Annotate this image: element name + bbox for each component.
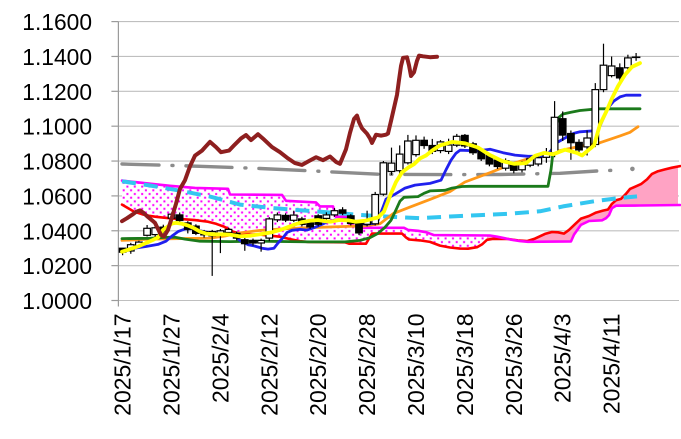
svg-text:1.0400: 1.0400 <box>22 218 92 244</box>
svg-text:1.1200: 1.1200 <box>22 79 92 105</box>
svg-text:1.0200: 1.0200 <box>22 253 92 279</box>
svg-text:2025/2/4: 2025/2/4 <box>207 313 233 403</box>
svg-text:2025/1/27: 2025/1/27 <box>159 314 185 416</box>
svg-text:1.1000: 1.1000 <box>22 114 92 140</box>
svg-text:2025/3/26: 2025/3/26 <box>501 314 527 416</box>
svg-text:1.0600: 1.0600 <box>22 183 92 209</box>
svg-text:2025/1/17: 2025/1/17 <box>110 314 136 416</box>
svg-text:2025/3/18: 2025/3/18 <box>452 314 478 416</box>
svg-text:1.0800: 1.0800 <box>22 149 92 175</box>
svg-text:2025/2/28: 2025/2/28 <box>354 314 380 416</box>
svg-text:2025/3/10: 2025/3/10 <box>403 314 429 416</box>
svg-text:2025/2/20: 2025/2/20 <box>305 314 331 416</box>
svg-text:2025/4/3: 2025/4/3 <box>550 314 576 404</box>
svg-text:1.0000: 1.0000 <box>22 288 92 314</box>
svg-text:1.1600: 1.1600 <box>22 9 92 35</box>
svg-text:1.1400: 1.1400 <box>22 44 92 70</box>
svg-text:2025/4/11: 2025/4/11 <box>599 314 625 415</box>
svg-text:2025/2/12: 2025/2/12 <box>256 314 282 416</box>
